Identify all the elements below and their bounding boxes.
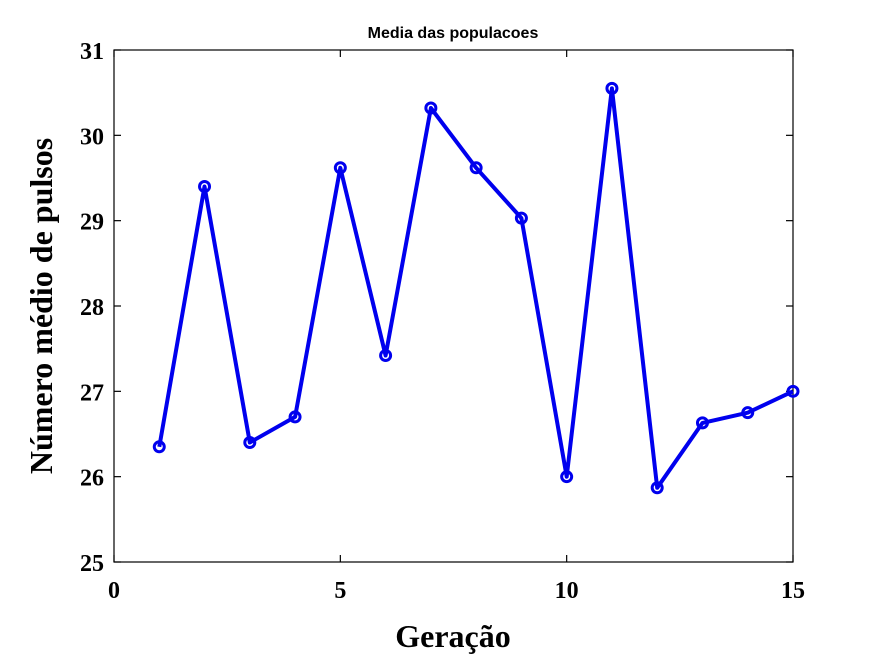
data-point (198, 180, 212, 194)
chart-title: Media das populacoes (368, 25, 539, 42)
y-axis-label: Número médio de pulsos (23, 138, 59, 474)
data-point (379, 348, 393, 362)
data-point (243, 436, 257, 450)
y-tick-label: 31 (80, 39, 104, 65)
plot-area (113, 49, 794, 563)
y-tick-label: 29 (80, 210, 104, 236)
y-tick-label: 28 (80, 295, 104, 321)
data-point (469, 161, 483, 175)
series-line (157, 86, 794, 490)
data-point (288, 410, 302, 424)
x-tick-label: 10 (555, 578, 579, 604)
data-point (152, 440, 166, 454)
data-point (741, 406, 755, 420)
data-point (514, 211, 528, 225)
data-point (424, 101, 438, 115)
data-point (695, 416, 709, 430)
data-point (650, 481, 664, 495)
x-tick-label: 0 (108, 578, 120, 604)
axis-ticks: 0 5 10 15 25 26 27 28 29 30 31 (80, 39, 805, 604)
y-tick-label: 25 (80, 551, 104, 577)
data-point (605, 81, 619, 95)
series-layer (152, 81, 800, 495)
data-point (333, 161, 347, 175)
x-tick-label: 5 (334, 578, 346, 604)
x-axis-label: Geração (395, 618, 511, 654)
data-point (786, 384, 800, 398)
y-tick-label: 26 (80, 466, 104, 492)
y-tick-label: 30 (80, 124, 104, 150)
y-tick-label: 27 (80, 380, 104, 406)
data-point (560, 470, 574, 484)
x-tick-label: 15 (781, 578, 805, 604)
